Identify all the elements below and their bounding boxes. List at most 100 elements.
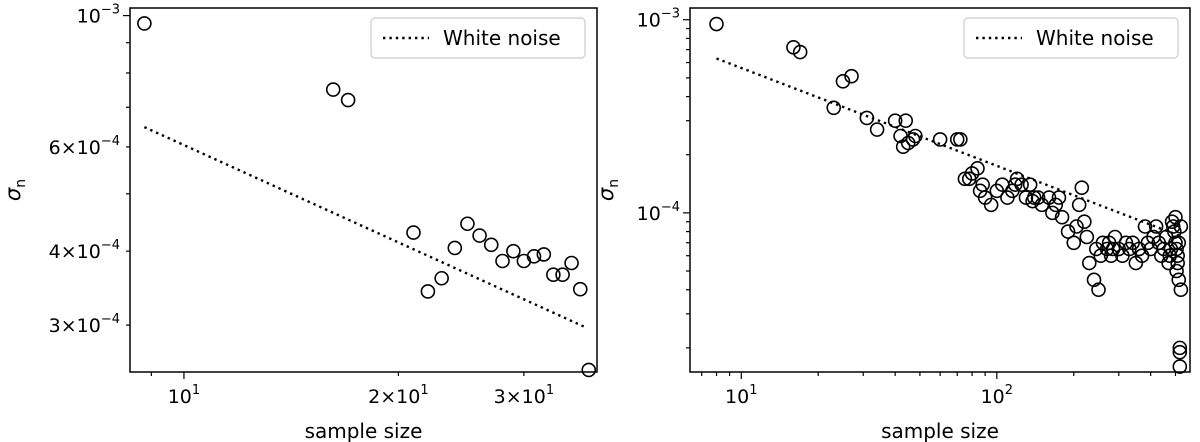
x-tick-label: 101 — [725, 383, 757, 408]
data-point — [1161, 255, 1176, 271]
data-point — [844, 68, 859, 84]
x-tick-label: 101 — [168, 383, 200, 408]
data-point — [983, 197, 999, 213]
data-point — [1137, 219, 1153, 234]
data-point — [572, 281, 588, 297]
legend-label: White noise — [1036, 26, 1154, 50]
data-point — [1172, 344, 1188, 360]
data-point — [1169, 263, 1184, 279]
legend: White noise — [370, 17, 586, 59]
data-point — [835, 73, 851, 89]
data-point — [1048, 197, 1064, 213]
data-point — [908, 128, 923, 144]
data-point — [546, 267, 561, 283]
data-point — [434, 270, 449, 286]
y-tick-label: 10−3 — [77, 3, 120, 28]
data-point — [506, 243, 521, 259]
data-point — [1077, 214, 1092, 230]
data-point — [859, 110, 875, 126]
data-point — [495, 253, 510, 269]
data-point — [1066, 235, 1082, 251]
legend-box — [370, 17, 586, 59]
data-point — [1086, 272, 1102, 288]
data-point — [1079, 229, 1095, 245]
plot-frame — [689, 7, 1191, 373]
data-point — [1051, 190, 1067, 205]
data-point — [1091, 282, 1106, 298]
data-point — [460, 216, 475, 232]
x-tick-label: 2×101 — [368, 383, 428, 408]
data-point — [1169, 241, 1184, 257]
data-point — [1170, 255, 1185, 271]
data-point — [536, 247, 552, 262]
left-scatter-panel: 101 2×101 3×101 10−3 6×10−4 4×10−4 3×10−4 sampl… — [1, 3, 598, 442]
data-point — [483, 237, 499, 253]
data-point — [1071, 197, 1087, 213]
y-tick-label: 10−3 — [637, 7, 680, 32]
legend-label: White noise — [443, 26, 561, 50]
legend-box — [963, 17, 1179, 59]
data-point — [1173, 219, 1189, 234]
data-point — [887, 113, 903, 129]
data-point — [1081, 255, 1097, 271]
axis-ticks — [123, 14, 525, 379]
data-point — [1074, 180, 1090, 195]
plot-frame — [129, 7, 598, 373]
y-tick-label: 6×10−4 — [49, 134, 120, 159]
data-point — [949, 132, 965, 147]
white-noise-line — [716, 57, 1181, 238]
data-point — [1026, 190, 1042, 205]
right-scatter-panel: 101 102 10−3 10−4 sample size σn White noise — [594, 7, 1191, 442]
data-point — [472, 228, 487, 243]
axis-ticks — [683, 19, 1177, 379]
data-point — [564, 255, 579, 271]
data-point — [420, 284, 436, 299]
data-point — [932, 132, 948, 147]
data-point — [1045, 205, 1060, 221]
data-point — [340, 92, 356, 108]
data-point — [869, 122, 885, 137]
data-point — [964, 166, 980, 181]
x-tick-label: 3×101 — [494, 383, 554, 408]
data-point — [1165, 219, 1181, 234]
data-point — [325, 82, 341, 97]
data-point — [1173, 282, 1189, 298]
data-point — [1171, 235, 1187, 251]
data-point — [581, 362, 597, 378]
x-axis-label: sample size — [881, 419, 999, 442]
data-point — [447, 240, 463, 256]
data-point — [406, 225, 421, 240]
data-point — [970, 161, 985, 176]
data-point — [1172, 359, 1188, 374]
data-point — [1054, 209, 1070, 225]
data-point — [555, 267, 570, 283]
data-point — [137, 16, 152, 31]
data-point — [526, 249, 542, 264]
data-points — [709, 16, 1189, 374]
data-point — [709, 16, 724, 32]
data-point — [953, 132, 968, 147]
data-points — [137, 16, 597, 378]
y-tick-label: 4×10−4 — [49, 238, 120, 263]
data-point — [792, 44, 808, 60]
data-point — [1148, 219, 1164, 234]
white-noise-line — [143, 126, 586, 328]
y-tick-label: 3×10−4 — [49, 312, 120, 337]
data-point — [826, 100, 842, 116]
y-axis-label: σn — [1, 179, 29, 201]
x-axis-label: sample size — [305, 419, 423, 442]
x-tick-label: 102 — [981, 383, 1013, 408]
data-point — [1022, 177, 1038, 192]
data-point — [1014, 177, 1029, 192]
data-point — [898, 113, 914, 129]
data-point — [1172, 340, 1188, 356]
data-point — [1030, 190, 1046, 205]
y-tick-label: 10−4 — [637, 200, 680, 225]
data-point — [1171, 272, 1187, 288]
data-point — [1069, 219, 1084, 234]
data-point — [905, 132, 921, 147]
data-point — [1060, 224, 1076, 239]
legend: White noise — [963, 17, 1179, 59]
data-point — [1153, 248, 1169, 264]
